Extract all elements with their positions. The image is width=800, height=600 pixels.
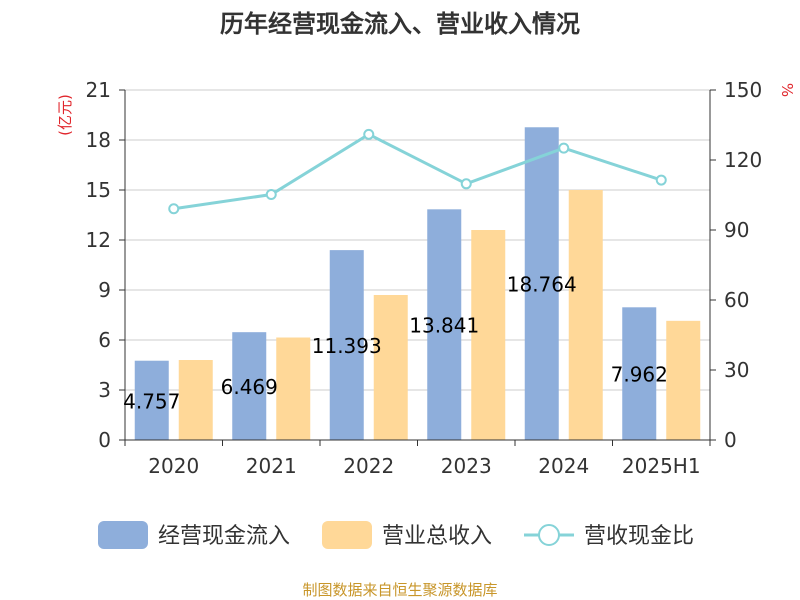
- ratio-point: [558, 142, 570, 154]
- right-tick-label: 120: [724, 148, 762, 172]
- axes: 0 3 6 9 12 15 18 21 0 30 60 90 120 150 2020 2021 2022 202…: [86, 78, 763, 478]
- ratio-point: [363, 128, 375, 140]
- bar: [373, 295, 408, 440]
- left-tick-label: 0: [98, 428, 111, 452]
- right-tick-label: 60: [724, 288, 749, 312]
- bar: [134, 360, 169, 440]
- gridlines: [125, 89, 710, 391]
- ratio-point: [460, 178, 472, 190]
- left-tick-label: 6: [98, 328, 111, 352]
- bar: [232, 332, 267, 440]
- ratio-point: [265, 189, 277, 201]
- data-label: 4.757: [123, 389, 180, 413]
- right-tick-label: 150: [724, 78, 762, 102]
- bar: [622, 307, 657, 440]
- legend-swatch: [322, 521, 372, 549]
- data-label: 6.469: [221, 375, 278, 399]
- ratio-line-path: [173, 132, 662, 211]
- data-label: 13.841: [409, 314, 479, 338]
- left-tick-label: 3: [98, 378, 111, 402]
- source-note: 制图数据来自恒生聚源数据库: [302, 581, 497, 599]
- x-tick-label: 2023: [441, 454, 492, 478]
- ratio-line: [168, 128, 667, 215]
- x-tick-label: 2021: [246, 454, 297, 478]
- bar: [471, 230, 506, 440]
- x-tick-label: 2024: [538, 454, 589, 478]
- chart-title: 历年经营现金流入、营业收入情况: [220, 10, 580, 38]
- bar: [178, 360, 213, 440]
- right-tick-label: 90: [724, 218, 749, 242]
- x-tick-label: 2020: [148, 454, 199, 478]
- ratio-point: [168, 203, 180, 215]
- left-axis-unit: (亿元): [56, 94, 74, 136]
- right-axis-unit: %: [778, 83, 796, 97]
- legend-label: 经营现金流入: [158, 524, 290, 549]
- bar: [329, 250, 364, 440]
- data-label: 18.764: [507, 273, 577, 297]
- bar: [276, 337, 311, 440]
- right-tick-label: 0: [724, 428, 737, 452]
- left-tick-label: 21: [86, 78, 111, 102]
- legend-label: 营收现金比: [584, 524, 694, 549]
- bar: [427, 209, 462, 440]
- x-tick-label: 2022: [343, 454, 394, 478]
- legend: 经营现金流入 营业总收入 营收现金比: [98, 521, 694, 549]
- legend-swatch: [98, 521, 148, 549]
- data-label: 11.393: [312, 334, 382, 358]
- left-tick-label: 9: [98, 278, 111, 302]
- data-labels: 4.757 6.469 11.393 13.841 18.764 7.962: [123, 273, 668, 414]
- left-tick-label: 15: [86, 178, 111, 202]
- bar: [666, 320, 701, 440]
- bars: [134, 127, 701, 441]
- left-tick-label: 18: [86, 128, 111, 152]
- legend-swatch-marker: [538, 524, 560, 546]
- legend-label: 营业总收入: [382, 524, 492, 549]
- bar: [568, 190, 603, 440]
- right-tick-label: 30: [724, 358, 749, 382]
- ratio-point: [655, 174, 667, 186]
- data-label: 7.962: [611, 363, 668, 387]
- x-tick-label: 2025H1: [622, 454, 701, 478]
- left-tick-label: 12: [86, 228, 111, 252]
- bar: [524, 127, 559, 441]
